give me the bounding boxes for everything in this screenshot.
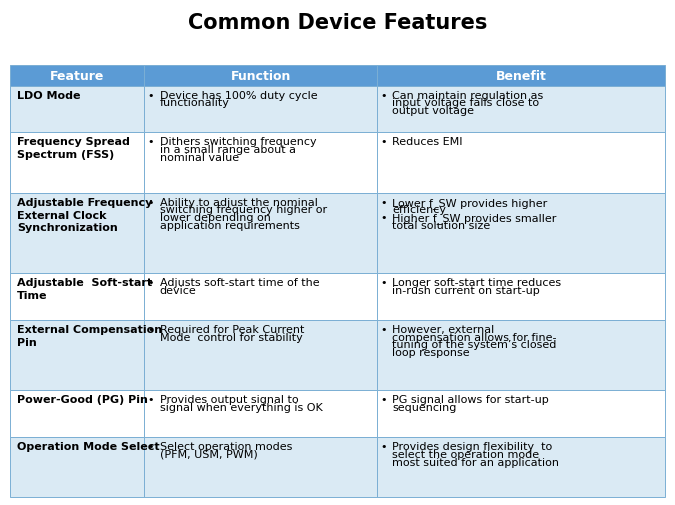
Text: Device has 100% duty cycle: Device has 100% duty cycle bbox=[160, 90, 317, 100]
Bar bbox=[377, 66, 665, 86]
Text: •: • bbox=[148, 197, 154, 208]
Text: •: • bbox=[148, 137, 154, 147]
Bar bbox=[10, 437, 144, 497]
Text: nominal value: nominal value bbox=[160, 153, 239, 163]
Text: Required for Peak Current: Required for Peak Current bbox=[160, 324, 304, 334]
Bar bbox=[144, 193, 377, 274]
Bar bbox=[144, 274, 377, 320]
Text: (PFM, USM, PWM): (PFM, USM, PWM) bbox=[160, 449, 258, 459]
Text: sequencing: sequencing bbox=[392, 402, 457, 412]
Bar bbox=[144, 390, 377, 437]
Text: Mode  control for stability: Mode control for stability bbox=[160, 332, 302, 342]
Text: output voltage: output voltage bbox=[392, 106, 475, 116]
Bar bbox=[144, 86, 377, 133]
Text: •: • bbox=[380, 278, 387, 287]
Text: signal when everything is OK: signal when everything is OK bbox=[160, 402, 323, 412]
Text: •: • bbox=[148, 394, 154, 405]
Bar bbox=[10, 193, 144, 274]
Text: Higher f_SW provides smaller: Higher f_SW provides smaller bbox=[392, 213, 557, 224]
Text: •: • bbox=[148, 90, 154, 100]
Bar bbox=[377, 320, 665, 390]
Text: device: device bbox=[160, 285, 196, 295]
Bar bbox=[144, 437, 377, 497]
Text: functionality: functionality bbox=[160, 98, 230, 108]
Bar bbox=[10, 274, 144, 320]
Text: Operation Mode Select: Operation Mode Select bbox=[17, 441, 159, 451]
Text: •: • bbox=[380, 137, 387, 147]
Text: •: • bbox=[148, 324, 154, 334]
Text: tuning of the system’s closed: tuning of the system’s closed bbox=[392, 340, 557, 349]
Text: Feature: Feature bbox=[50, 70, 105, 82]
Text: •: • bbox=[380, 441, 387, 451]
Bar bbox=[144, 66, 377, 86]
Text: input voltage falls close to: input voltage falls close to bbox=[392, 98, 539, 108]
Bar bbox=[377, 133, 665, 193]
Text: in a small range about a: in a small range about a bbox=[160, 145, 296, 155]
Text: However, external: However, external bbox=[392, 324, 495, 334]
Text: Benefit: Benefit bbox=[495, 70, 546, 82]
Text: Longer soft-start time reduces: Longer soft-start time reduces bbox=[392, 278, 562, 287]
Bar bbox=[144, 133, 377, 193]
Text: Provides design flexibility  to: Provides design flexibility to bbox=[392, 441, 553, 451]
Text: efficiency: efficiency bbox=[392, 205, 446, 215]
Bar bbox=[377, 274, 665, 320]
Bar bbox=[144, 320, 377, 390]
Text: External Compensation
Pin: External Compensation Pin bbox=[17, 324, 162, 347]
Text: Adjustable  Soft-start
Time: Adjustable Soft-start Time bbox=[17, 278, 152, 300]
Text: •: • bbox=[380, 197, 387, 208]
Bar bbox=[377, 193, 665, 274]
Text: •: • bbox=[380, 213, 387, 223]
Text: Lower f_SW provides higher: Lower f_SW provides higher bbox=[392, 197, 547, 208]
Bar bbox=[10, 133, 144, 193]
Text: Select operation modes: Select operation modes bbox=[160, 441, 292, 451]
Text: Ability to adjust the nominal: Ability to adjust the nominal bbox=[160, 197, 318, 208]
Text: select the operation mode: select the operation mode bbox=[392, 449, 539, 459]
Text: Reduces EMI: Reduces EMI bbox=[392, 137, 463, 147]
Text: LDO Mode: LDO Mode bbox=[17, 90, 80, 100]
Text: PG signal allows for start-up: PG signal allows for start-up bbox=[392, 394, 549, 405]
Text: Can maintain regulation as: Can maintain regulation as bbox=[392, 90, 543, 100]
Text: lower depending on: lower depending on bbox=[160, 213, 271, 223]
Text: most suited for an application: most suited for an application bbox=[392, 457, 560, 467]
Bar bbox=[10, 86, 144, 133]
Bar bbox=[10, 390, 144, 437]
Text: switching frequency higher or: switching frequency higher or bbox=[160, 205, 327, 215]
Text: in-rush current on start-up: in-rush current on start-up bbox=[392, 285, 540, 295]
Text: •: • bbox=[380, 90, 387, 100]
Text: Provides output signal to: Provides output signal to bbox=[160, 394, 298, 405]
Bar bbox=[377, 390, 665, 437]
Text: Dithers switching frequency: Dithers switching frequency bbox=[160, 137, 317, 147]
Text: •: • bbox=[380, 394, 387, 405]
Text: Power-Good (PG) Pin: Power-Good (PG) Pin bbox=[17, 394, 148, 405]
Bar bbox=[377, 437, 665, 497]
Bar bbox=[10, 320, 144, 390]
Text: Adjustable Frequency
External Clock
Synchronization: Adjustable Frequency External Clock Sync… bbox=[17, 197, 153, 233]
Text: Function: Function bbox=[230, 70, 291, 82]
Text: Common Device Features: Common Device Features bbox=[188, 13, 487, 33]
Bar bbox=[377, 86, 665, 133]
Text: •: • bbox=[380, 324, 387, 334]
Text: compensation allows for fine-: compensation allows for fine- bbox=[392, 332, 557, 342]
Bar bbox=[10, 66, 144, 86]
Text: total solution size: total solution size bbox=[392, 220, 491, 230]
Text: application requirements: application requirements bbox=[160, 220, 300, 230]
Text: Frequency Spread
Spectrum (FSS): Frequency Spread Spectrum (FSS) bbox=[17, 137, 130, 160]
Text: Adjusts soft-start time of the: Adjusts soft-start time of the bbox=[160, 278, 319, 287]
Text: •: • bbox=[148, 441, 154, 451]
Text: •: • bbox=[148, 278, 154, 287]
Text: loop response: loop response bbox=[392, 347, 470, 358]
